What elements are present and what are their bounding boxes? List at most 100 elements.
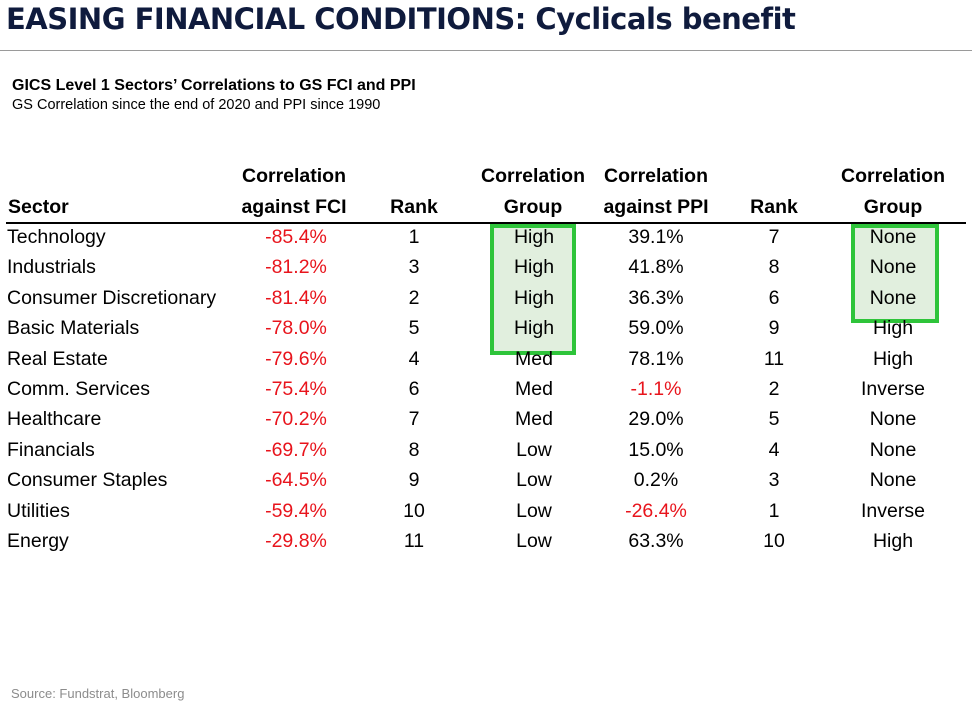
ppi-rank-cell: 10 — [763, 530, 785, 552]
sector-cell: Healthcare — [7, 408, 102, 431]
ppi-group-cell: Inverse — [861, 378, 925, 400]
header-sector: Sector — [8, 196, 69, 218]
ppi-correlation-cell: 29.0% — [628, 408, 684, 431]
table-row: Financials -69.7% 8 Low 15.0% 4 None — [0, 435, 972, 465]
fci-correlation-cell: -69.7% — [265, 438, 327, 461]
header-fci-line1: Correlation — [241, 165, 346, 187]
ppi-group-cell: None — [869, 226, 917, 248]
fci-group-cell: High — [513, 317, 555, 340]
fci-rank-cell: 2 — [408, 286, 420, 309]
header-ppi-line2: against PPI — [603, 196, 709, 218]
table-row: Real Estate -79.6% 4 Med 78.1% 11 High — [0, 344, 972, 374]
ppi-group-cell: None — [869, 408, 917, 431]
ppi-rank-cell: 3 — [768, 469, 780, 492]
fci-correlation-cell: -79.6% — [265, 347, 327, 370]
header-divider — [6, 222, 966, 224]
ppi-correlation-cell: 41.8% — [628, 256, 684, 279]
ppi-rank-cell: 9 — [768, 317, 780, 340]
fci-rank-cell: 3 — [408, 256, 420, 279]
ppi-group-cell: None — [869, 286, 917, 309]
sector-cell: Industrials — [7, 256, 96, 279]
fci-group-cell: Low — [516, 438, 552, 461]
ppi-correlation-cell: 0.2% — [633, 469, 679, 492]
sector-cell: Real Estate — [7, 347, 108, 370]
sector-cell: Utilities — [7, 499, 70, 522]
fci-group-cell: High — [513, 256, 555, 279]
fci-correlation-cell: -81.2% — [265, 256, 327, 279]
sector-cell: Technology — [7, 226, 106, 248]
table-row: Utilities -59.4% 10 Low -26.4% 1 Inverse — [0, 496, 972, 526]
header-group1-line2: Group — [503, 196, 563, 218]
fci-group-cell: Med — [515, 378, 553, 400]
fci-rank-cell: 4 — [408, 347, 420, 370]
ppi-rank-cell: 1 — [768, 499, 780, 522]
fci-group-cell: Med — [515, 408, 553, 431]
ppi-correlation-cell: 59.0% — [628, 317, 684, 340]
ppi-correlation-cell: 15.0% — [628, 438, 684, 461]
fci-rank-cell: 5 — [408, 317, 420, 340]
ppi-group-cell: None — [869, 469, 917, 492]
source-note: Source: Fundstrat, Bloomberg — [11, 686, 185, 701]
fci-correlation-cell: -70.2% — [265, 408, 327, 431]
table-row: Technology -85.4% 1 High 39.1% 7 None — [0, 222, 972, 252]
fci-correlation-cell: -85.4% — [265, 226, 327, 248]
header-rank1: Rank — [390, 196, 438, 218]
ppi-rank-cell: 6 — [768, 286, 780, 309]
table-row: Healthcare -70.2% 7 Med 29.0% 5 None — [0, 404, 972, 434]
sector-cell: Energy — [7, 530, 69, 552]
fci-group-cell: Low — [516, 530, 552, 552]
table-row: Basic Materials -78.0% 5 High 59.0% 9 High — [0, 313, 972, 343]
table-row: Consumer Staples -64.5% 9 Low 0.2% 3 None — [0, 465, 972, 495]
fci-rank-cell: 1 — [408, 226, 420, 248]
ppi-group-cell: High — [872, 530, 914, 552]
fci-rank-cell: 11 — [403, 530, 425, 552]
fci-correlation-cell: -78.0% — [265, 317, 327, 340]
fci-group-cell: High — [513, 226, 555, 248]
fci-correlation-cell: -64.5% — [265, 469, 327, 492]
ppi-correlation-cell: -1.1% — [630, 378, 682, 400]
fci-group-cell: High — [513, 286, 555, 309]
fci-correlation-cell: -59.4% — [265, 499, 327, 522]
table-row: Consumer Discretionary -81.4% 2 High 36.3% 6 N… — [0, 283, 972, 313]
ppi-rank-cell: 8 — [768, 256, 780, 279]
ppi-rank-cell: 2 — [768, 378, 780, 400]
header-group2-line1: Correlation — [840, 165, 945, 187]
header-ppi-line1: Correlation — [603, 165, 708, 187]
fci-group-cell: Low — [516, 469, 552, 492]
page-title: EASING FINANCIAL CONDITIONS: Cyclicals b… — [6, 2, 796, 36]
ppi-correlation-cell: 39.1% — [628, 226, 684, 248]
ppi-rank-cell: 5 — [768, 408, 780, 431]
table-row: Energy -29.8% 11 Low 63.3% 10 High — [0, 526, 972, 556]
ppi-rank-cell: 7 — [768, 226, 780, 248]
sector-cell: Consumer Staples — [7, 469, 168, 492]
fci-rank-cell: 7 — [408, 408, 420, 431]
fci-rank-cell: 6 — [408, 378, 420, 400]
table-subtitle: GICS Level 1 Sectors’ Correlations to GS… — [12, 77, 416, 94]
table-row: Industrials -81.2% 3 High 41.8% 8 None — [0, 252, 972, 282]
header-group2-line2: Group — [863, 196, 923, 218]
header-rank2: Rank — [750, 196, 798, 218]
ppi-correlation-cell: -26.4% — [625, 499, 687, 522]
table-subsubtitle: GS Correlation since the end of 2020 and… — [12, 97, 381, 113]
ppi-group-cell: High — [872, 347, 914, 370]
highlight-box-fci-group — [490, 224, 576, 355]
fci-correlation-cell: -81.4% — [265, 286, 327, 309]
ppi-rank-cell: 4 — [768, 438, 780, 461]
ppi-correlation-cell: 36.3% — [628, 286, 684, 309]
table-row: Comm. Services -75.4% 6 Med -1.1% 2 Inverse — [0, 374, 972, 404]
ppi-correlation-cell: 78.1% — [628, 347, 684, 370]
sector-cell: Financials — [7, 438, 95, 461]
fci-rank-cell: 8 — [408, 438, 420, 461]
ppi-rank-cell: 11 — [763, 347, 785, 370]
fci-correlation-cell: -75.4% — [265, 378, 327, 400]
highlight-box-ppi-group — [851, 224, 939, 323]
header-fci-line2: against FCI — [241, 196, 347, 218]
ppi-group-cell: Inverse — [861, 499, 925, 522]
title-divider — [0, 50, 972, 51]
sector-cell: Comm. Services — [7, 378, 151, 400]
sector-cell: Consumer Discretionary — [7, 286, 217, 309]
fci-correlation-cell: -29.8% — [265, 530, 327, 552]
fci-group-cell: Low — [516, 499, 552, 522]
ppi-group-cell: High — [872, 317, 914, 340]
ppi-group-cell: None — [869, 438, 917, 461]
